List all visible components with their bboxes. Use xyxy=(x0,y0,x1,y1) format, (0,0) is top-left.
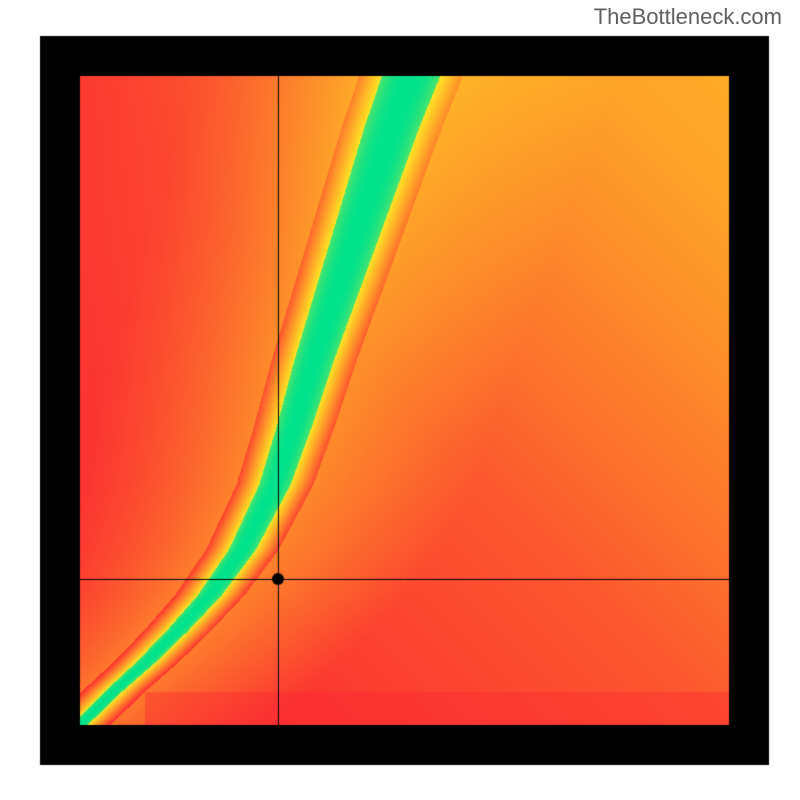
heatmap-canvas xyxy=(0,0,800,800)
chart-container: TheBottleneck.com xyxy=(0,0,800,800)
